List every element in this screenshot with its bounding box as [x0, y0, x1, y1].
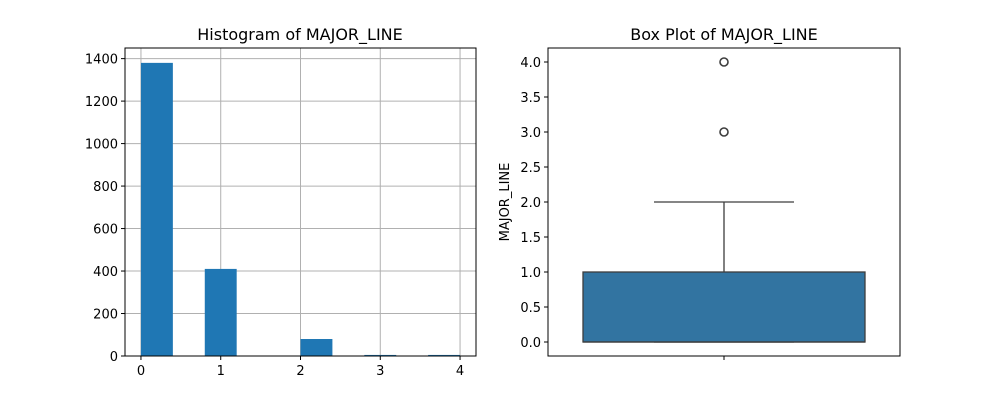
histogram-y-tick-label: 0 — [110, 350, 118, 365]
histogram-y-ticks: 0 200 400 600 800 1000 1200 1400 — [85, 53, 125, 365]
boxplot-marks — [582, 57, 866, 343]
histogram-x-tick-label: 1 — [217, 364, 225, 379]
boxplot-y-tick-label: 4.0 — [520, 56, 541, 71]
boxplot-y-tick-label: 2.0 — [520, 196, 541, 211]
boxplot-y-tick-label: 3.0 — [520, 126, 541, 141]
boxplot-y-tick-label: 1.0 — [520, 266, 541, 281]
boxplot-y-tick-label: 1.5 — [520, 231, 541, 246]
histogram-x-ticks: 0 1 2 3 4 — [137, 356, 464, 379]
boxplot-title: Box Plot of MAJOR_LINE — [630, 25, 817, 45]
histogram-x-tick-label: 2 — [296, 364, 304, 379]
boxplot-outlier — [719, 57, 729, 67]
histogram-panel: Histogram of MAJOR_LINE 0 1 2 3 4 0 200 400 600… — [85, 25, 477, 379]
boxplot-outlier — [719, 127, 729, 137]
histogram-bar — [140, 62, 173, 357]
boxplot-y-tick-label: 0.0 — [520, 336, 541, 351]
histogram-y-tick-label: 200 — [93, 308, 118, 323]
histogram-bar — [300, 339, 333, 356]
boxplot-panel: Box Plot of MAJOR_LINE 0.0 0.5 1.0 1.5 2.0 2.… — [498, 25, 901, 360]
boxplot-y-tick-label: 3.5 — [520, 91, 541, 106]
histogram-y-tick-label: 400 — [93, 265, 118, 280]
boxplot-y-tick-label: 0.5 — [520, 301, 541, 316]
histogram-bars — [140, 62, 461, 357]
histogram-title: Histogram of MAJOR_LINE — [197, 25, 402, 45]
histogram-y-tick-label: 800 — [93, 180, 118, 195]
histogram-y-tick-label: 1200 — [85, 95, 118, 110]
histogram-x-tick-label: 4 — [456, 364, 464, 379]
histogram-bar — [204, 268, 237, 356]
histogram-bar — [364, 354, 397, 356]
boxplot-y-ticks: 0.0 0.5 1.0 1.5 2.0 2.5 3.0 3.5 4.0 — [520, 56, 548, 351]
boxplot-axes-frame — [547, 47, 901, 357]
boxplot-box — [582, 271, 866, 343]
histogram-y-tick-label: 1400 — [85, 53, 118, 68]
histogram-y-tick-label: 1000 — [85, 138, 118, 153]
boxplot-y-tick-label: 2.5 — [520, 161, 541, 176]
histogram-bar — [428, 354, 461, 356]
histogram-x-tick-label: 3 — [376, 364, 384, 379]
histogram-y-tick-label: 600 — [93, 223, 118, 238]
histogram-axes-frame — [124, 47, 477, 357]
histogram-grid — [125, 48, 476, 357]
boxplot-y-label: MAJOR_LINE — [498, 163, 513, 242]
histogram-x-tick-label: 0 — [137, 364, 145, 379]
